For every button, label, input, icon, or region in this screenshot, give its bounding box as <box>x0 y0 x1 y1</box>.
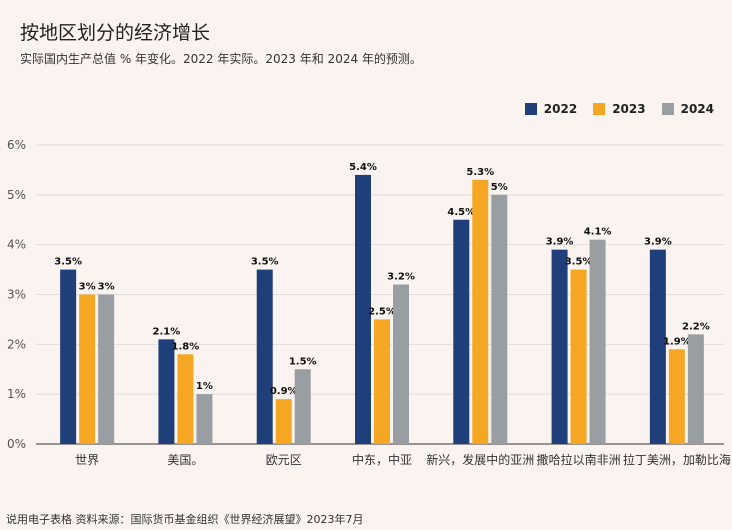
x-category-label: 世界 <box>75 453 99 467</box>
data-label: 3% <box>79 282 96 293</box>
chart-footer: 说用电子表格 资料来源：国际货币基金组织《世界经济展望》2023年7月 <box>6 513 364 526</box>
data-label: 2.5% <box>368 306 396 317</box>
data-label: 5.3% <box>466 167 494 178</box>
data-label: 2.2% <box>682 321 710 332</box>
bar-2023 <box>177 354 194 444</box>
y-tick-label: 4% <box>7 238 26 252</box>
bar-2024 <box>393 284 409 444</box>
bar-2022 <box>453 219 470 444</box>
legend-item-2022[interactable]: 2022 <box>524 102 578 116</box>
legend-swatch-2022 <box>524 103 537 115</box>
legend-item-2024[interactable]: 2024 <box>661 102 714 116</box>
bar-2023 <box>374 319 390 444</box>
x-category-label: 新兴，发展中的亚洲 <box>426 452 534 467</box>
bar-2023 <box>472 179 489 444</box>
bar-2022 <box>256 269 273 444</box>
data-label: 3.2% <box>387 272 415 283</box>
y-tick-label: 0% <box>7 437 26 451</box>
x-category-label: 拉丁美洲，加勒比海 <box>623 452 731 467</box>
y-tick-label: 2% <box>7 337 26 351</box>
legend-label-2022: 2022 <box>543 102 578 116</box>
bar-2024 <box>196 394 213 444</box>
chart-subtitle: 实际国内生产总值 % 年变化。2022 年实际。2023 年和 2024 年的预… <box>20 52 422 66</box>
bar-2024 <box>589 239 606 444</box>
data-label: 1% <box>196 381 213 392</box>
x-category-label: 美国。 <box>167 453 203 467</box>
data-label: 1.8% <box>172 341 200 352</box>
bar-2022 <box>551 249 568 444</box>
y-tick-label: 3% <box>7 288 26 302</box>
bar-2024 <box>98 294 115 444</box>
data-label: 3.9% <box>546 237 574 248</box>
legend-label-2024: 2024 <box>680 102 714 116</box>
data-label: 5% <box>491 182 508 193</box>
data-label: 1.9% <box>663 336 691 347</box>
x-category-label: 撒哈拉以南非洲 <box>537 452 621 467</box>
y-tick-label: 6% <box>7 138 26 152</box>
legend: 2022 2023 2024 <box>524 102 714 116</box>
x-category-label: 欧元区 <box>266 453 302 467</box>
legend-swatch-2023 <box>593 103 606 115</box>
bar-2024 <box>294 369 311 444</box>
data-label: 3.9% <box>644 237 672 248</box>
legend-label-2023: 2023 <box>612 102 646 116</box>
bar-2024 <box>491 194 508 444</box>
bar-2024 <box>687 334 704 444</box>
y-tick-label: 5% <box>7 188 26 202</box>
bar-2023 <box>79 294 96 444</box>
data-label: 2.1% <box>153 326 181 337</box>
data-label: 3.5% <box>251 257 279 268</box>
data-label: 3% <box>98 282 115 293</box>
bar-2023 <box>668 349 685 444</box>
data-label: 5.4% <box>349 162 377 173</box>
data-label: 4.1% <box>584 227 612 238</box>
x-category-label: 中东，中亚 <box>352 452 412 467</box>
legend-item-2023[interactable]: 2023 <box>593 102 646 116</box>
bar-2022 <box>60 269 77 444</box>
bar-2022 <box>649 249 666 444</box>
legend-swatch-2024 <box>661 103 674 115</box>
chart-title: 按地区划分的经济增长 <box>20 22 211 44</box>
data-label: 1.5% <box>289 356 317 367</box>
data-label: 3.5% <box>54 257 82 268</box>
bar-2023 <box>570 269 587 444</box>
y-tick-label: 1% <box>7 387 26 401</box>
bar-2023 <box>275 399 292 444</box>
bar-2022 <box>158 339 175 444</box>
data-label: 4.5% <box>447 207 475 218</box>
data-label: 0.9% <box>270 386 298 397</box>
bar-2022 <box>355 174 371 444</box>
data-label: 3.5% <box>565 257 593 268</box>
